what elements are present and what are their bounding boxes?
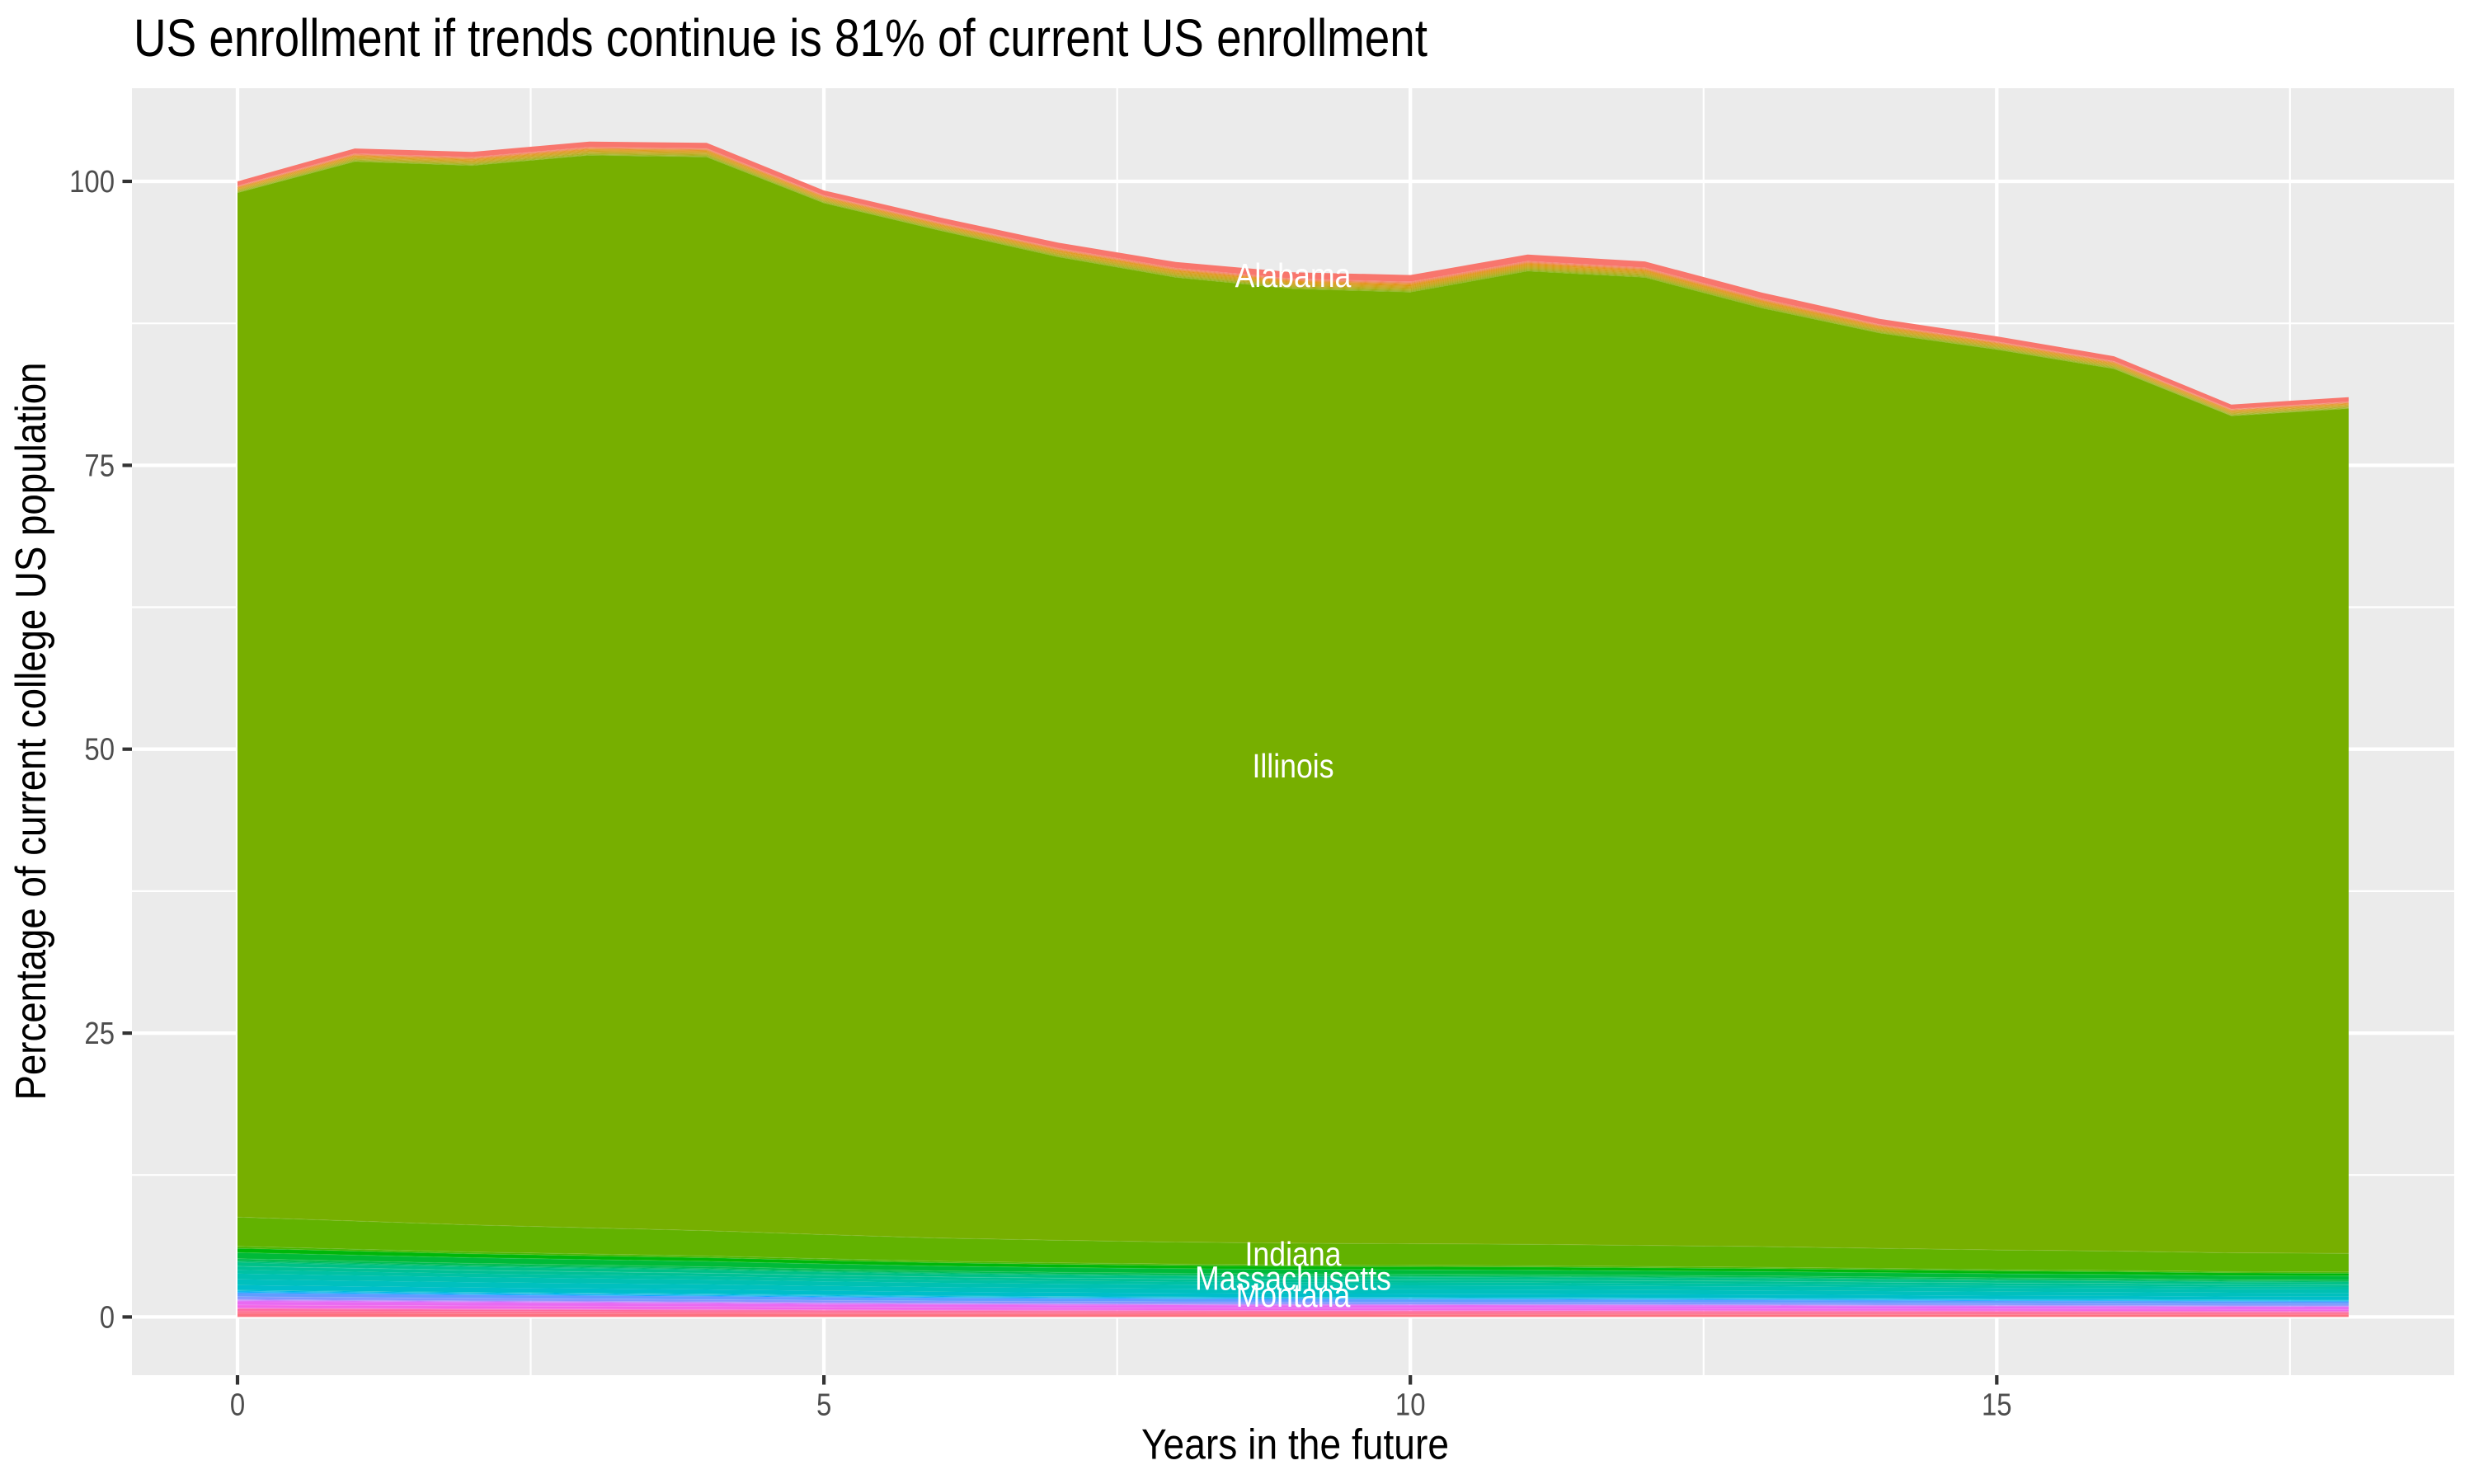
svg-text:25: 25 (84, 1017, 115, 1051)
svg-text:50: 50 (84, 733, 115, 768)
svg-text:Alabama: Alabama (1235, 256, 1352, 294)
svg-text:15: 15 (1982, 1388, 2012, 1423)
svg-text:0: 0 (230, 1388, 245, 1423)
svg-text:US enrollment if trends contin: US enrollment if trends continue is 81% … (134, 8, 1427, 68)
svg-text:10: 10 (1395, 1388, 1426, 1423)
svg-text:5: 5 (816, 1388, 831, 1423)
svg-text:75: 75 (84, 448, 115, 483)
svg-text:Years in the future: Years in the future (1141, 1421, 1449, 1468)
svg-text:Indiana: Indiana (1245, 1235, 1342, 1273)
svg-text:100: 100 (69, 165, 115, 200)
svg-text:Montana: Montana (1236, 1276, 1351, 1314)
svg-text:Percentage of current college: Percentage of current college US populat… (7, 363, 55, 1101)
svg-text:0: 0 (100, 1300, 115, 1335)
svg-text:Illinois: Illinois (1252, 747, 1333, 785)
svg-text:Massachusetts: Massachusetts (1195, 1259, 1391, 1297)
